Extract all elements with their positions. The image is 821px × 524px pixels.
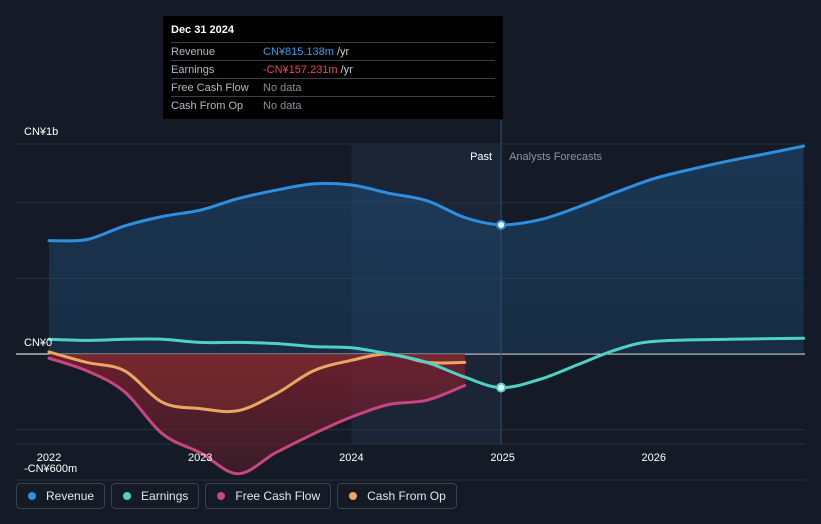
revenue-line <box>47 144 805 243</box>
legend-label: Revenue <box>46 489 95 503</box>
tooltip-row-label: Cash From Op <box>171 99 244 112</box>
tooltip-row-unit: /yr <box>336 45 350 58</box>
legend-dot-icon <box>349 492 358 500</box>
x-tick-label: 2023 <box>188 452 212 464</box>
y-tick-label: -CN¥600m <box>24 463 77 475</box>
revenue-area <box>49 146 804 354</box>
tooltip-row: Cash From Op No data <box>171 96 495 114</box>
legend-item-earnings[interactable]: Earnings <box>111 483 200 509</box>
tooltip-row-label: Revenue <box>171 45 216 58</box>
y-tick-label: CN¥1b <box>24 126 58 138</box>
legend-label: Earnings <box>141 489 189 503</box>
earnings-line <box>47 336 805 390</box>
tooltip-row: Free Cash Flow No data <box>171 78 495 96</box>
earnings-marker <box>496 382 507 393</box>
free-cash-flow-area <box>49 354 465 474</box>
tooltip-row: Earnings -CN¥157.231m/yr <box>171 60 495 78</box>
legend-dot-icon <box>28 492 36 500</box>
tooltip-row-value: CN¥815.138m <box>263 45 334 58</box>
tooltip-row-label: Earnings <box>171 63 215 76</box>
tooltip-row-value: -CN¥157.231m <box>263 63 338 76</box>
x-tick-label: 2026 <box>642 452 666 464</box>
legend-dot-icon <box>217 492 226 500</box>
x-tick-label: 2025 <box>490 452 514 464</box>
chart-legend: Revenue Earnings Free Cash Flow Cash From O… <box>16 483 457 509</box>
tooltip-row-unit: /yr <box>340 63 353 76</box>
legend-item-cash-from-op[interactable]: Cash From Op <box>337 483 457 509</box>
legend-item-revenue[interactable]: Revenue <box>16 483 106 509</box>
hover-tooltip: Dec 31 2024 Revenue CN¥815.138m/yr Earning… <box>163 16 503 119</box>
tooltip-row-value: No data <box>263 99 302 112</box>
y-tick-label: CN¥0 <box>24 337 52 349</box>
x-tick-label: 2022 <box>37 452 61 464</box>
tooltip-row: Revenue CN¥815.138m/yr <box>171 42 495 60</box>
legend-dot-icon <box>123 492 132 500</box>
free-cash-flow-line <box>47 356 467 476</box>
cash-from-op-area <box>49 351 465 412</box>
tooltip-row-value: No data <box>263 81 302 94</box>
legend-label: Cash From Op <box>367 489 446 503</box>
legend-item-free-cash-flow[interactable]: Free Cash Flow <box>205 483 332 509</box>
legend-label: Free Cash Flow <box>235 489 321 503</box>
tooltip-row-label: Free Cash Flow <box>171 81 249 94</box>
revenue-marker <box>496 219 507 230</box>
forecast-label: Analysts Forecasts <box>509 151 602 163</box>
tooltip-date: Dec 31 2024 <box>171 24 234 36</box>
x-tick-label: 2024 <box>339 452 363 464</box>
past-label: Past <box>470 151 492 163</box>
